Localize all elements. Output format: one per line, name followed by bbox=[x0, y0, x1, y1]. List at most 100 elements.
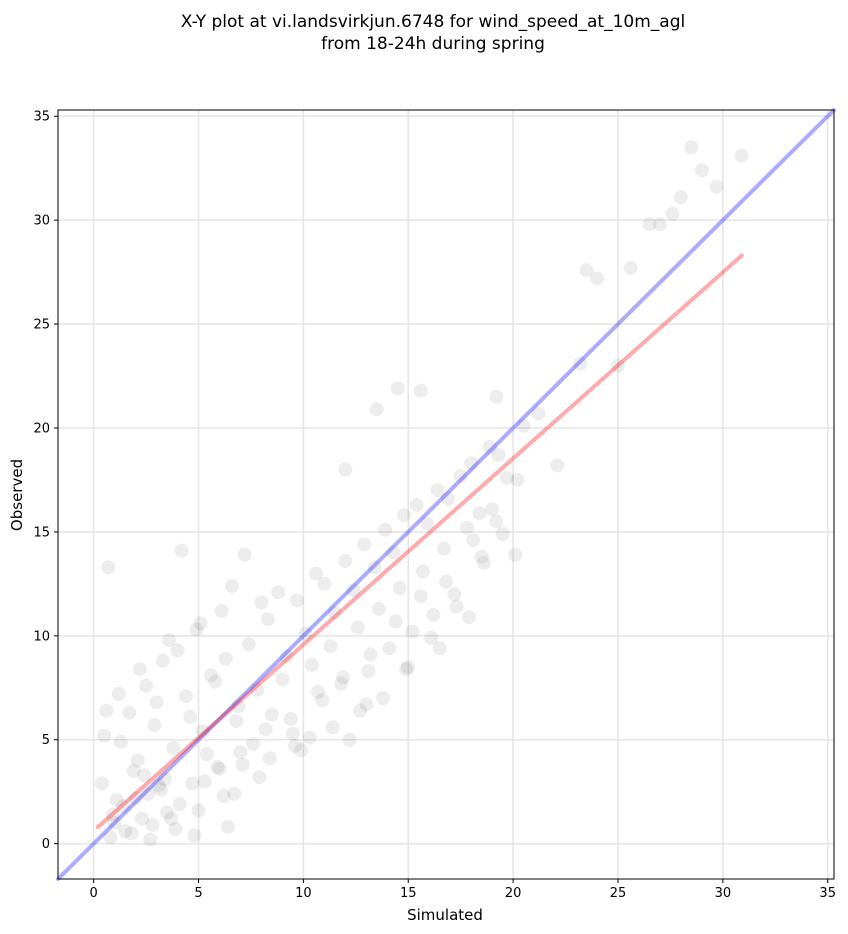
data-point bbox=[413, 383, 428, 398]
data-point bbox=[489, 389, 504, 404]
data-point bbox=[279, 649, 294, 664]
data-point bbox=[149, 695, 164, 710]
data-point bbox=[550, 458, 565, 473]
data-point bbox=[237, 547, 252, 562]
grid bbox=[58, 110, 834, 879]
data-point bbox=[390, 381, 405, 396]
data-point bbox=[139, 678, 154, 693]
data-point bbox=[499, 470, 514, 485]
data-point bbox=[107, 815, 122, 830]
data-point bbox=[709, 179, 724, 194]
chart-title-line-2: from 18-24h during spring bbox=[321, 34, 545, 54]
data-point bbox=[214, 603, 229, 618]
data-point bbox=[147, 718, 162, 733]
data-point bbox=[436, 541, 451, 556]
y-tick-label: 30 bbox=[33, 214, 50, 229]
series-lines bbox=[56, 108, 836, 881]
data-point bbox=[294, 743, 309, 758]
data-point bbox=[153, 782, 168, 797]
data-point bbox=[189, 622, 204, 637]
data-point bbox=[122, 705, 137, 720]
data-point bbox=[231, 699, 246, 714]
data-point bbox=[424, 630, 439, 645]
data-point bbox=[483, 439, 498, 454]
data-point bbox=[590, 271, 605, 286]
data-point bbox=[283, 711, 298, 726]
y-tick-label: 15 bbox=[33, 525, 50, 540]
data-point bbox=[136, 768, 151, 783]
data-point bbox=[151, 778, 166, 793]
data-point bbox=[254, 595, 269, 610]
data-point bbox=[308, 566, 323, 581]
data-point bbox=[124, 826, 139, 841]
data-point bbox=[130, 753, 145, 768]
data-point bbox=[166, 741, 181, 756]
data-point bbox=[204, 668, 219, 683]
data-point bbox=[191, 803, 206, 818]
x-ticks: 0 5 10 15 20 25 30 35 bbox=[90, 879, 836, 901]
data-point bbox=[489, 514, 504, 529]
data-point bbox=[225, 578, 240, 593]
data-point bbox=[459, 520, 474, 535]
x-tick-label: 5 bbox=[194, 886, 202, 901]
data-point bbox=[210, 759, 225, 774]
data-point bbox=[157, 772, 172, 787]
data-point bbox=[174, 543, 189, 558]
y-axis-label: Observed bbox=[8, 459, 26, 531]
data-point bbox=[220, 820, 235, 835]
data-point bbox=[453, 468, 468, 483]
data-point bbox=[439, 574, 453, 589]
data-point bbox=[415, 564, 430, 579]
data-point bbox=[160, 805, 175, 820]
data-point bbox=[193, 616, 208, 631]
data-point bbox=[610, 358, 625, 373]
data-point bbox=[250, 682, 265, 697]
data-point bbox=[101, 560, 116, 575]
data-point bbox=[573, 356, 588, 371]
data-point bbox=[350, 620, 365, 635]
data-point bbox=[353, 703, 368, 718]
data-point bbox=[298, 626, 313, 641]
x-tick-label: 10 bbox=[295, 886, 312, 901]
data-point bbox=[99, 703, 114, 718]
data-point bbox=[285, 726, 300, 741]
data-point bbox=[476, 556, 491, 571]
data-point bbox=[464, 456, 479, 471]
data-point bbox=[229, 714, 244, 729]
data-point bbox=[275, 672, 290, 687]
data-point bbox=[185, 776, 200, 791]
data-point bbox=[162, 632, 177, 647]
y-tick-label: 0 bbox=[42, 837, 50, 852]
data-point bbox=[212, 761, 227, 776]
data-point bbox=[113, 734, 128, 749]
data-point bbox=[516, 418, 531, 433]
data-point bbox=[116, 799, 131, 814]
data-point bbox=[447, 587, 462, 602]
data-point bbox=[430, 483, 445, 498]
data-point bbox=[208, 674, 223, 689]
data-point bbox=[264, 707, 279, 722]
data-point bbox=[466, 533, 481, 548]
data-point bbox=[420, 516, 435, 531]
data-point bbox=[401, 660, 416, 675]
data-point bbox=[97, 728, 112, 743]
data-point bbox=[143, 832, 158, 847]
data-point bbox=[315, 693, 330, 708]
data-point bbox=[449, 599, 464, 614]
data-point bbox=[271, 585, 286, 600]
data-point bbox=[338, 554, 353, 569]
data-point bbox=[359, 697, 374, 712]
data-point bbox=[311, 684, 326, 699]
data-point bbox=[734, 148, 749, 163]
data-point bbox=[145, 817, 160, 832]
data-point bbox=[673, 190, 688, 205]
data-point bbox=[642, 217, 657, 232]
data-point bbox=[262, 751, 277, 766]
data-point bbox=[197, 774, 212, 789]
data-point bbox=[462, 610, 477, 625]
data-point bbox=[111, 687, 126, 702]
data-point bbox=[168, 822, 183, 837]
data-point bbox=[426, 608, 441, 623]
